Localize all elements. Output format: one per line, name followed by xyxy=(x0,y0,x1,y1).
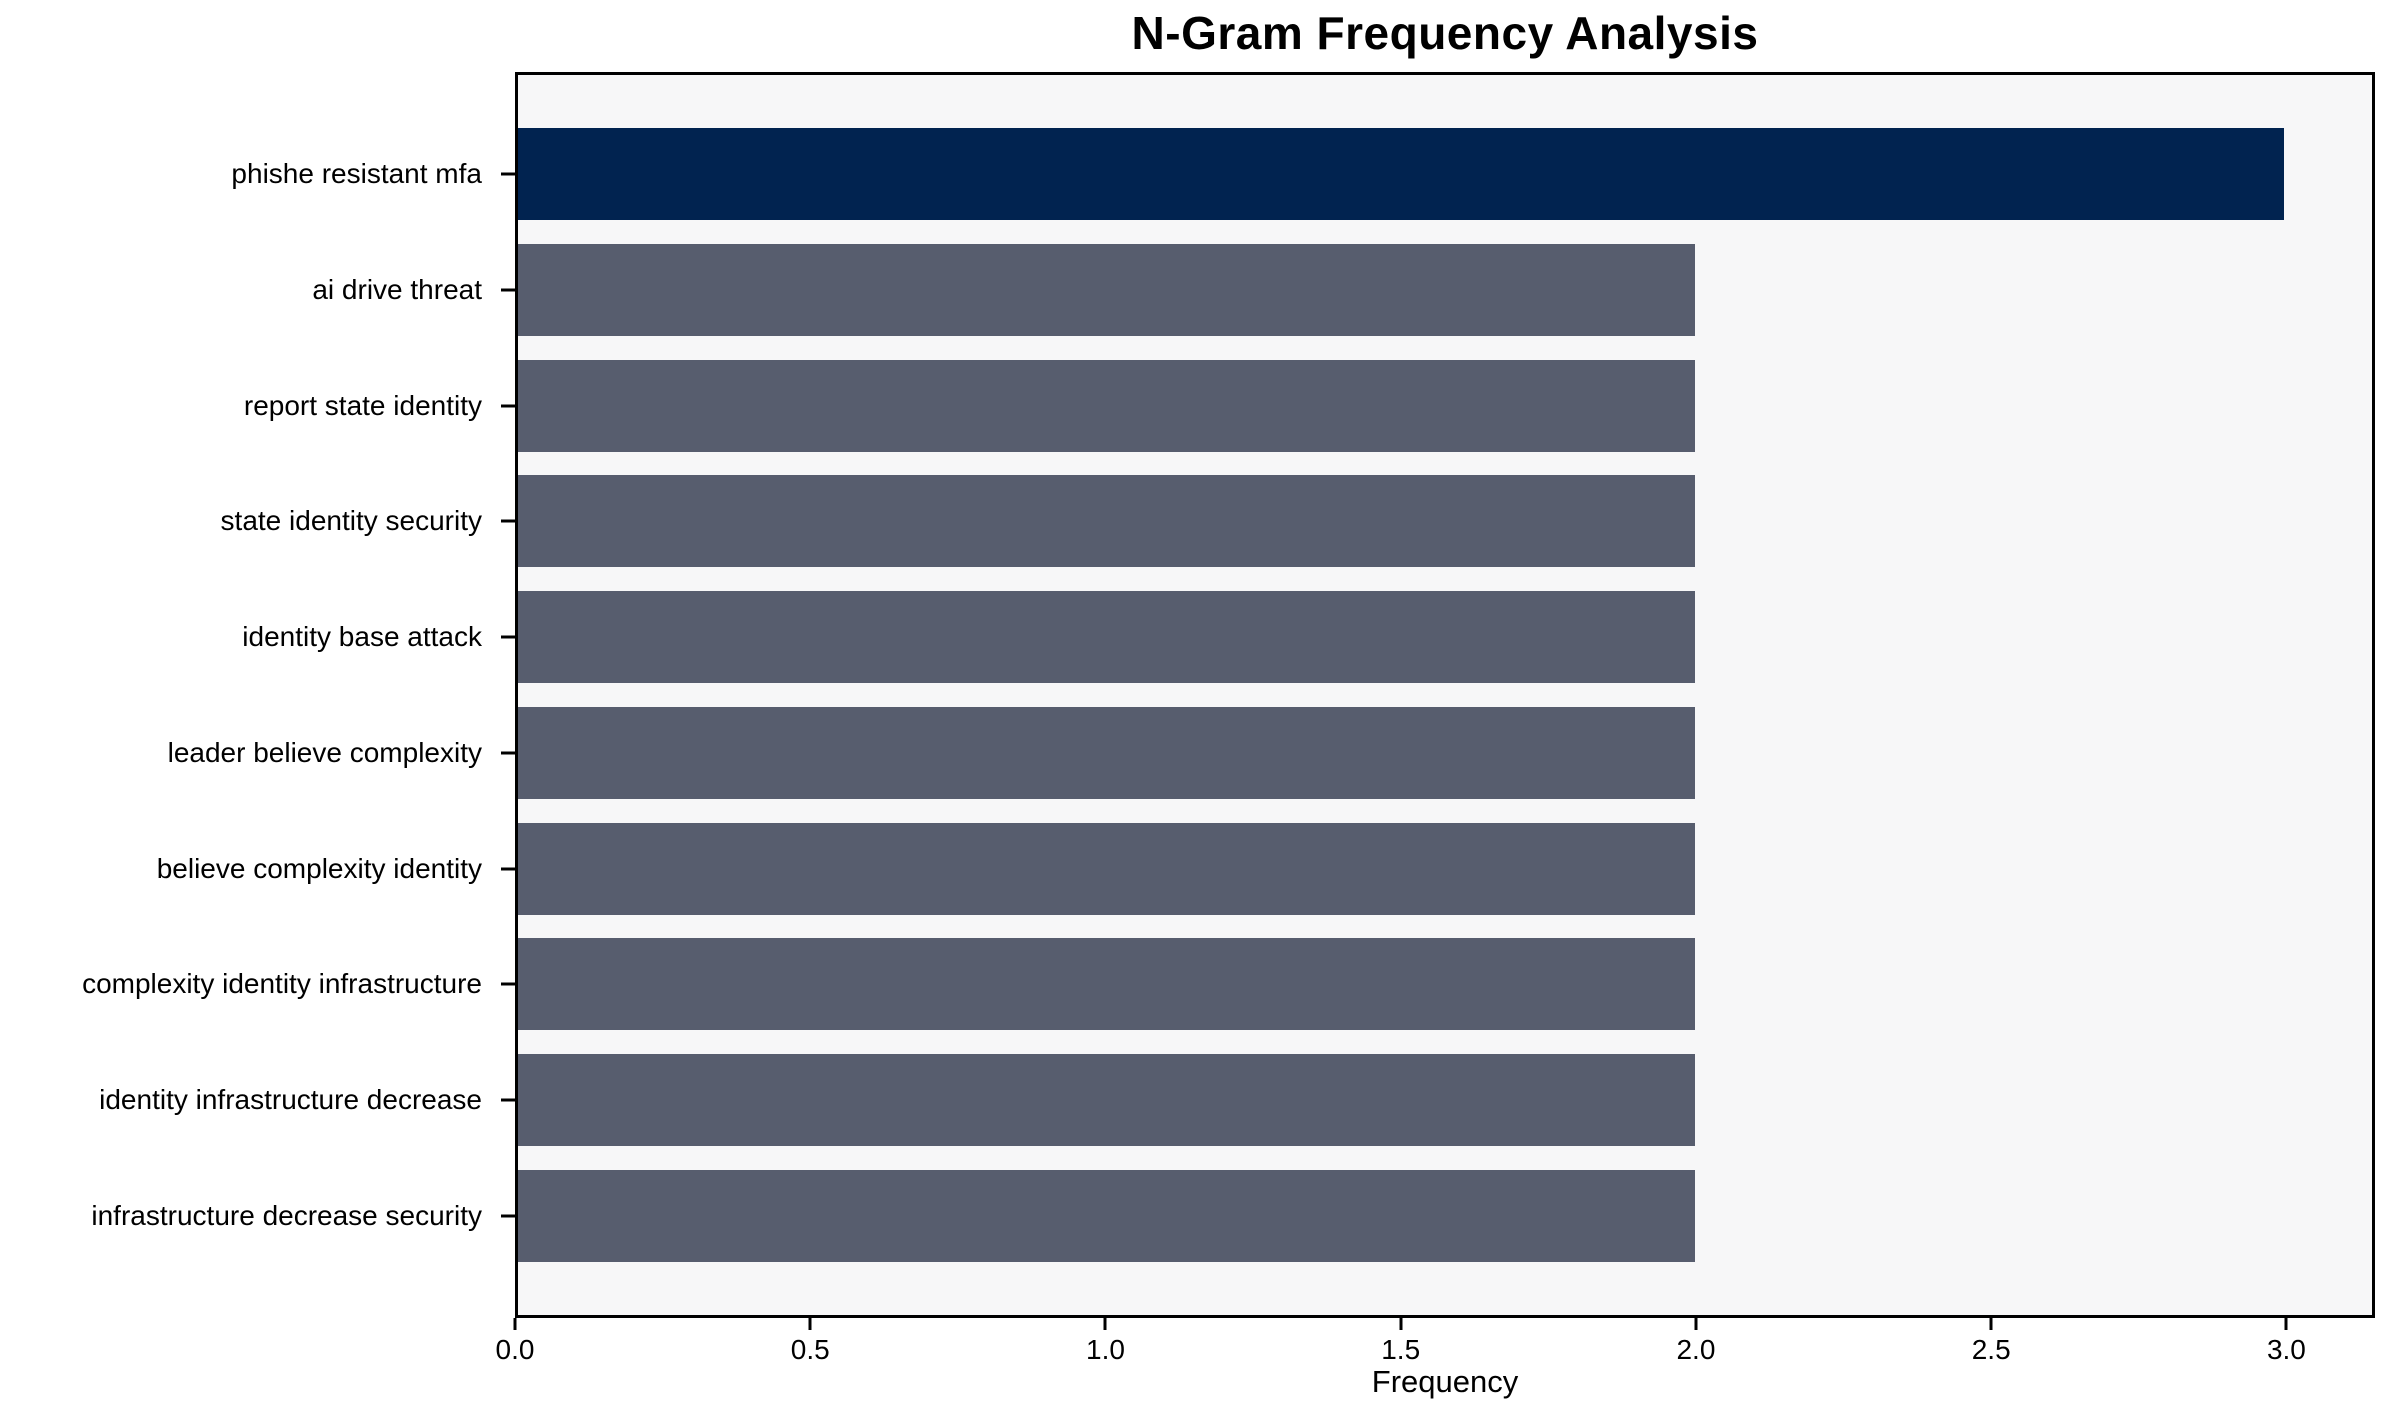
x-tick-label: 0.0 xyxy=(495,1334,535,1365)
x-tick-label: 0.5 xyxy=(790,1334,830,1365)
y-tick-mark xyxy=(501,519,515,523)
y-tick-mark xyxy=(501,404,515,408)
x-tick-label: 1.0 xyxy=(1086,1334,1125,1365)
category-label: identity base attack xyxy=(242,621,482,653)
category-label: report state identity xyxy=(243,389,482,421)
y-tick-mark xyxy=(501,867,515,871)
y-tick-mark xyxy=(501,1214,515,1218)
category-label: state identity security xyxy=(220,505,482,537)
x-tick-mark xyxy=(513,1318,517,1330)
y-tick-mark xyxy=(501,635,515,639)
category-label: infrastructure decrease security xyxy=(91,1200,482,1231)
bar xyxy=(518,822,1696,915)
x-tick-mark xyxy=(808,1318,812,1330)
x-tick-mark xyxy=(1694,1318,1698,1330)
plot-area xyxy=(515,72,2375,1318)
bar xyxy=(518,706,1696,799)
bar xyxy=(518,591,1696,684)
x-tick-mark xyxy=(1399,1318,1403,1330)
x-tick-label: 2.0 xyxy=(1676,1334,1716,1365)
category-label: leader believe complexity xyxy=(167,736,482,768)
x-tick-label: 1.5 xyxy=(1381,1334,1421,1365)
category-label: complexity identity infrastructure xyxy=(82,968,482,1000)
y-tick-mark xyxy=(501,1098,515,1102)
category-label: believe complexity identity xyxy=(156,852,482,884)
x-tick-mark xyxy=(1103,1318,1107,1330)
bar xyxy=(518,128,2284,220)
y-tick-mark xyxy=(501,288,515,292)
bar xyxy=(518,243,1696,336)
y-tick-mark xyxy=(501,172,515,176)
x-tick-label: 3.0 xyxy=(2266,1334,2306,1365)
chart-title: N-Gram Frequency Analysis xyxy=(1131,7,1759,59)
bar xyxy=(518,1169,1696,1262)
x-axis-title: Frequency xyxy=(1371,1364,1519,1399)
y-tick-mark xyxy=(501,751,515,755)
x-tick-mark xyxy=(1989,1318,1993,1330)
bar xyxy=(518,359,1696,452)
bar xyxy=(518,475,1696,568)
y-tick-mark xyxy=(501,982,515,986)
bars-container xyxy=(518,75,2372,1315)
x-tick-mark xyxy=(2284,1318,2288,1330)
category-label: ai drive threat xyxy=(312,273,482,305)
bar xyxy=(518,1054,1696,1147)
category-label: identity infrastructure decrease xyxy=(99,1084,482,1116)
category-label: phishe resistant mfa xyxy=(231,158,482,189)
bar xyxy=(518,938,1696,1031)
x-tick-label: 2.5 xyxy=(1971,1334,2011,1365)
